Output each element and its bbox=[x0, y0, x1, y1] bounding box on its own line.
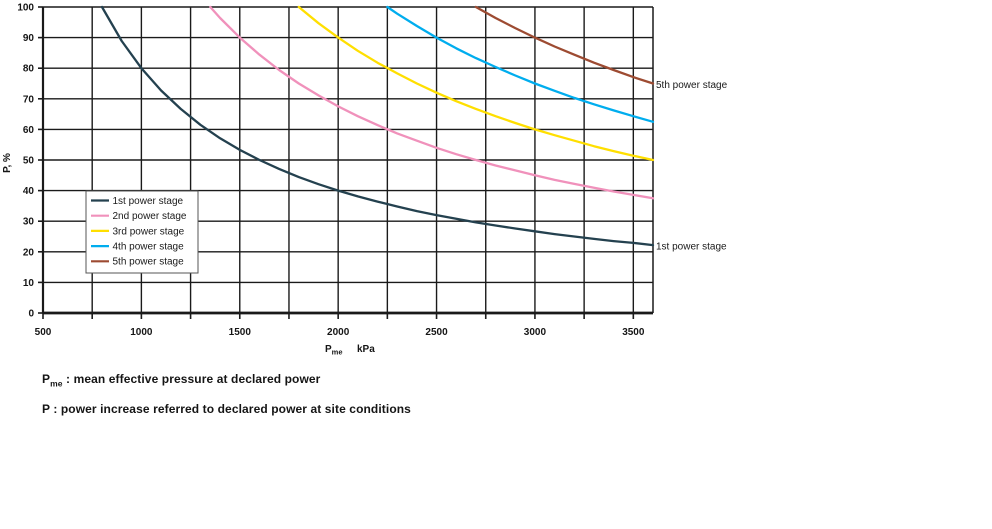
power-stage-chart: 0 10 20 30 40 50 60 70 80 90 100 500 1000 1500 2000 250… bbox=[2, 3, 728, 357]
x-tick-label: 2500 bbox=[425, 327, 448, 338]
y-tick-label: 10 bbox=[23, 278, 35, 289]
y-axis-title: P, % bbox=[2, 153, 13, 173]
legend-label-4-power-stage: 4th power stage bbox=[113, 242, 185, 253]
pme-definition: : mean effective pressure at declared po… bbox=[62, 372, 321, 386]
x-tick-label: 1500 bbox=[229, 327, 252, 338]
y-tick-label: 40 bbox=[23, 186, 35, 197]
y-tick-label: 100 bbox=[17, 3, 34, 14]
y-tick-label: 70 bbox=[23, 94, 35, 105]
x-tick-label: 1000 bbox=[130, 327, 153, 338]
p-symbol: P bbox=[42, 402, 50, 416]
footnote-pme: Pme : mean effective pressure at declare… bbox=[42, 372, 320, 388]
x-tick-label: 500 bbox=[35, 327, 52, 338]
legend-label-3-power-stage: 3rd power stage bbox=[113, 226, 185, 237]
legend-label-1-power-stage: 1st power stage bbox=[113, 196, 184, 207]
legend-label-2-power-stage: 2nd power stage bbox=[113, 211, 187, 222]
x-tick-label: 3000 bbox=[524, 327, 547, 338]
curve-5-power-stage bbox=[474, 5, 655, 85]
curve-1-power-stage bbox=[100, 5, 655, 247]
p-definition: : power increase referred to declared po… bbox=[49, 402, 411, 416]
y-tick-label: 30 bbox=[23, 217, 35, 228]
x-tick-label: 2000 bbox=[327, 327, 350, 338]
curve-4-power-stage bbox=[386, 5, 655, 123]
y-tick-label: 80 bbox=[23, 64, 35, 75]
y-tick-label: 90 bbox=[23, 33, 35, 44]
curve-3-power-stage bbox=[297, 5, 655, 162]
y-tick-label: 60 bbox=[23, 125, 35, 136]
x-tick-label: 3500 bbox=[622, 327, 645, 338]
y-tick-label: 0 bbox=[28, 309, 34, 320]
y-tick-label: 20 bbox=[23, 247, 35, 258]
x-axis-title: Pme bbox=[325, 344, 343, 357]
legend-label-5-power-stage: 5th power stage bbox=[113, 257, 185, 268]
footnote-p: P : power increase referred to declared … bbox=[42, 402, 411, 416]
legend-box bbox=[85, 190, 199, 274]
curve-annotation: 5th power stage bbox=[656, 80, 728, 91]
pme-subscript: me bbox=[50, 378, 63, 389]
curve-2-power-stage bbox=[209, 5, 655, 200]
y-tick-label: 50 bbox=[23, 156, 35, 167]
pme-symbol: P bbox=[42, 372, 51, 386]
x-axis-unit: kPa bbox=[357, 344, 375, 355]
curve-annotation: 1st power stage bbox=[656, 241, 727, 252]
